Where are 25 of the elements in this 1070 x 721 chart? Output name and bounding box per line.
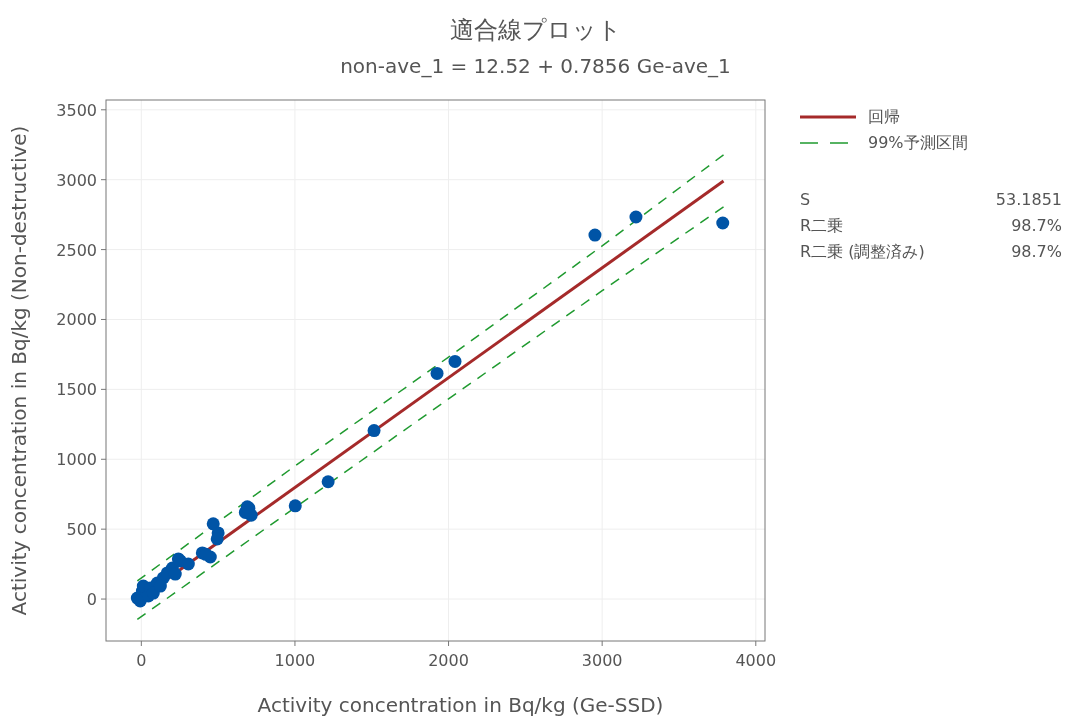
text: 98.7%	[1011, 242, 1062, 261]
y-tick-label: 1500	[56, 380, 97, 400]
text: S	[800, 190, 811, 209]
text: R二乗 (調整済み)	[800, 242, 925, 261]
y-tick-label: 500	[66, 520, 97, 540]
y-tick-label: 1000	[56, 450, 97, 470]
text: 98.7%	[1011, 216, 1062, 235]
text: 53.1851	[995, 190, 1062, 209]
chart-title: 適合線プロット	[449, 16, 622, 44]
y-tick-label: 0	[86, 590, 97, 610]
chart-subtitle: non-ave_1 = 12.52 + 0.7856 Ge-ave_1	[340, 54, 731, 78]
x-tick-label: 4000	[735, 651, 777, 670]
x-tick-label: 0	[136, 651, 147, 670]
x-tick-label: 1000	[274, 651, 316, 670]
x-tick-label: 3000	[581, 651, 623, 670]
y-tick-label: 3500	[56, 100, 97, 120]
legend-label: 99%予測区間	[868, 133, 968, 152]
x-axis-title: Activity concentration in Bq/kg (Ge-SSD)	[257, 693, 664, 717]
y-tick-label: 3000	[56, 170, 97, 190]
text: R二乗	[800, 216, 844, 235]
y-tick-label: 2000	[56, 310, 97, 330]
x-tick-label: 2000	[428, 651, 469, 670]
y-axis-title: Activity concentration in Bq/kg (Non-destructive)	[7, 125, 31, 616]
legend-label: 回帰	[868, 107, 900, 126]
y-tick-label: 2500	[56, 240, 97, 260]
